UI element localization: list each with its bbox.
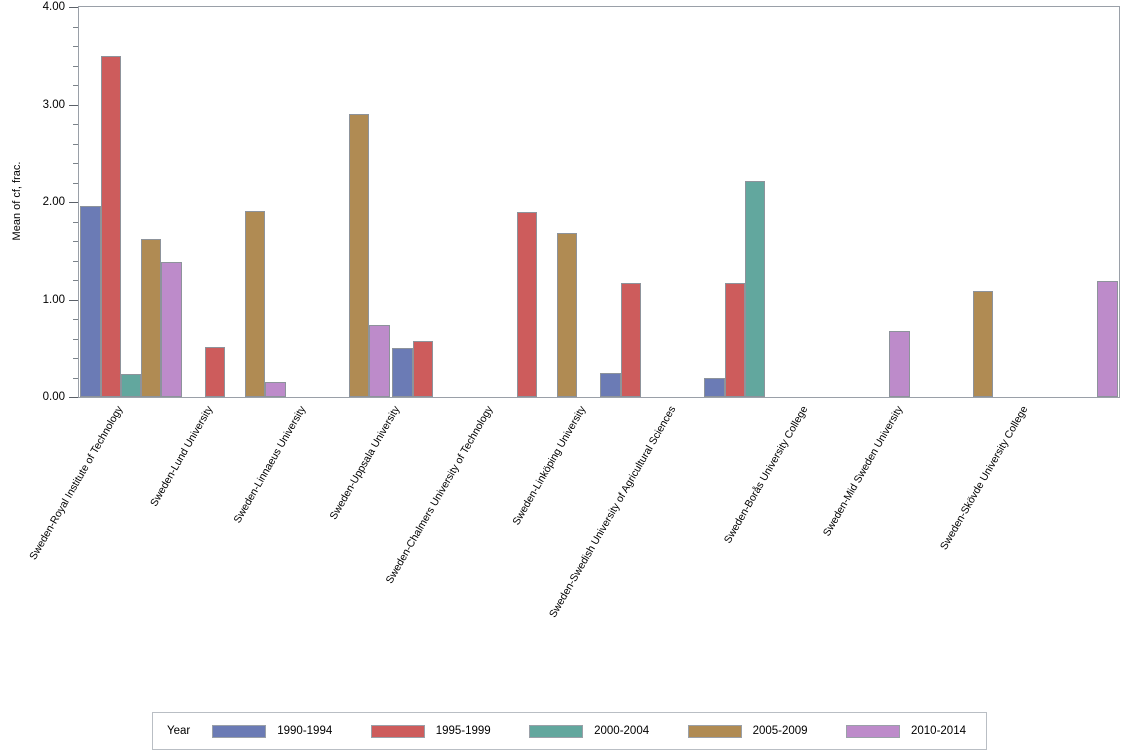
y-tick-label: 2.00	[42, 196, 65, 208]
x-axis-label: Sweden-Linköping University	[510, 404, 589, 528]
y-tick-label: 3.00	[42, 98, 65, 111]
bar[interactable]	[265, 382, 286, 397]
legend: Year 1990-1994 1995-1999 2000-2004 2005-200…	[152, 712, 987, 750]
y-tick-minor	[73, 338, 78, 340]
bar[interactable]	[141, 239, 162, 397]
y-tick-major	[69, 104, 78, 106]
legend-items: 1990-1994 1995-1999 2000-2004 2005-2009 2010…	[212, 724, 972, 738]
y-tick-minor	[73, 377, 78, 379]
y-tick-minor	[73, 241, 78, 242]
y-tick-minor	[73, 143, 78, 145]
plot-area	[79, 7, 1119, 397]
x-axis-label: Sweden-Uppsala University	[327, 404, 403, 522]
x-axis-labels: Sweden-Royal Institute of Technology Swed…	[0, 0, 1030, 620]
bar[interactable]	[973, 290, 994, 397]
legend-item[interactable]: 1995-1999	[370, 724, 491, 738]
y-tick-minor	[73, 280, 78, 281]
x-axis-label: Sweden-Lund University	[148, 404, 216, 509]
legend-item[interactable]: 2005-2009	[687, 724, 808, 738]
legend-swatch	[846, 724, 900, 738]
bar[interactable]	[161, 262, 182, 397]
y-tick-label: 1.00	[42, 293, 65, 306]
legend-label: 1995-1999	[435, 725, 491, 737]
y-tick-minor	[73, 85, 78, 86]
y-tick-minor	[73, 124, 78, 125]
y-tick-minor	[73, 65, 78, 67]
y-tick-minor	[73, 260, 78, 262]
bar[interactable]	[744, 180, 766, 397]
y-tick-label: 0.00	[42, 391, 65, 403]
y-tick-major	[69, 397, 78, 398]
y-tick-minor	[73, 221, 78, 223]
y-tick-major	[69, 7, 78, 8]
x-axis-label: Sweden-Mid Sweden University	[820, 404, 906, 539]
bar[interactable]	[724, 282, 745, 397]
bar[interactable]	[80, 205, 101, 397]
bar[interactable]	[557, 233, 578, 397]
bar[interactable]	[704, 377, 725, 397]
y-tick-major	[69, 202, 78, 203]
y-tick-minor	[73, 26, 78, 28]
legend-swatch	[529, 724, 584, 738]
bar[interactable]	[369, 324, 390, 397]
legend-item[interactable]: 2000-2004	[529, 724, 650, 738]
y-tick-minor	[73, 163, 78, 164]
legend-swatch	[370, 724, 425, 738]
x-axis-label: Sweden-Royal Institute of Technology	[27, 404, 126, 562]
bar[interactable]	[516, 211, 537, 397]
y-tick-minor	[73, 319, 78, 320]
y-axis-ticks: 0.00 1.00 2.00 3.00 4.00	[0, 1, 78, 403]
y-tick-minor	[73, 358, 78, 359]
legend-label: 1990-1994	[277, 725, 333, 737]
x-axis-label: Sweden-Linnaeus University	[231, 404, 309, 526]
bar[interactable]	[1097, 280, 1118, 397]
bar[interactable]	[620, 282, 641, 397]
legend-item[interactable]: 1990-1994	[212, 724, 333, 738]
bar[interactable]	[245, 210, 266, 397]
legend-item[interactable]: 2010-2014	[846, 724, 966, 738]
y-tick-major	[69, 299, 78, 301]
legend-title: Year	[167, 725, 191, 737]
legend-swatch	[687, 724, 742, 738]
bar[interactable]	[100, 55, 121, 397]
y-tick-minor	[73, 46, 78, 47]
bar[interactable]	[120, 373, 142, 397]
legend-label: 2010-2014	[911, 725, 966, 737]
bar[interactable]	[204, 347, 225, 397]
bar[interactable]	[412, 341, 433, 397]
legend-label: 2005-2009	[752, 725, 808, 737]
bar[interactable]	[889, 330, 910, 397]
x-axis-label: Sweden-Chalmers University of Technology	[383, 404, 496, 586]
y-tick-label: 4.00	[42, 1, 65, 13]
bar[interactable]	[392, 348, 413, 397]
y-tick-minor	[73, 182, 78, 184]
legend-label: 2000-2004	[594, 725, 650, 737]
bar[interactable]	[349, 114, 370, 397]
bar[interactable]	[600, 372, 621, 397]
x-axis-label: Sweden-Skövde University College	[938, 404, 1031, 553]
x-axis-label: Sweden-Borås University College	[721, 404, 811, 546]
legend-swatch	[212, 724, 267, 738]
